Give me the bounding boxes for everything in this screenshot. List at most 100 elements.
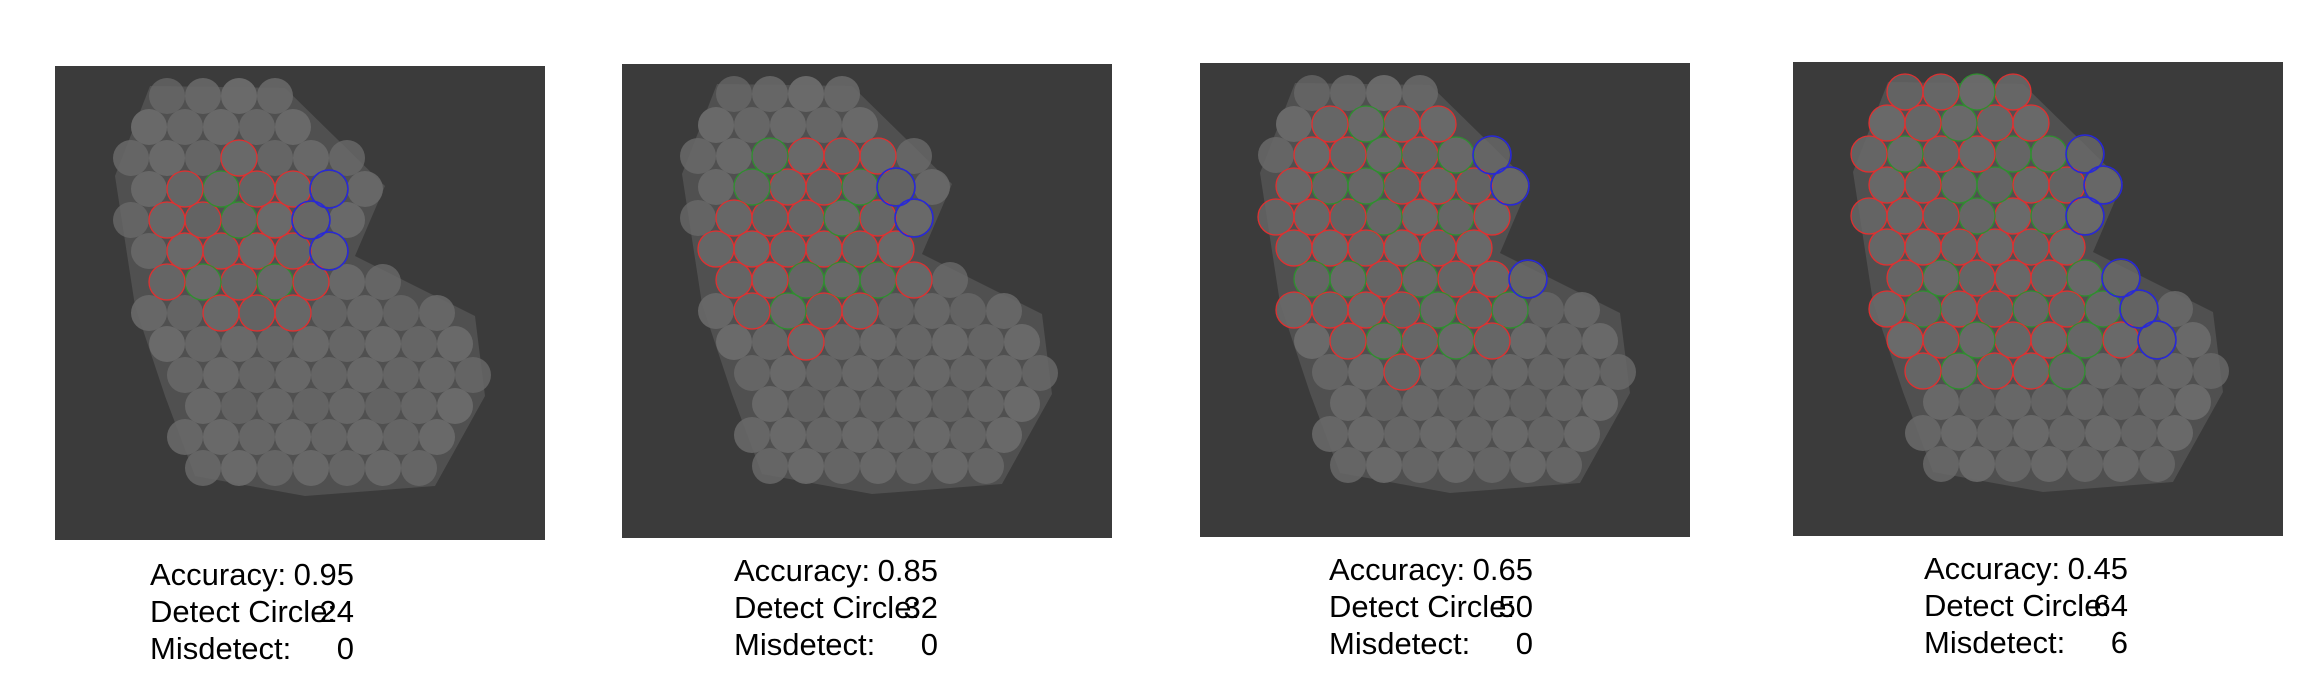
particle bbox=[1869, 105, 1905, 141]
particle bbox=[1438, 447, 1474, 483]
particle bbox=[1402, 75, 1438, 111]
red-detection-circle bbox=[1275, 229, 1313, 267]
particle bbox=[1330, 199, 1366, 235]
particle bbox=[1402, 447, 1438, 483]
particle bbox=[1923, 198, 1959, 234]
particle bbox=[914, 169, 950, 205]
particle bbox=[950, 293, 986, 329]
particle bbox=[1330, 323, 1366, 359]
particle bbox=[383, 357, 419, 393]
particle bbox=[257, 140, 293, 176]
particle bbox=[203, 419, 239, 455]
accuracy-value: 0.85 bbox=[877, 553, 938, 588]
blue-detection-circle bbox=[1472, 135, 1512, 175]
particle bbox=[257, 78, 293, 114]
red-detection-circle bbox=[1886, 321, 1924, 359]
particle bbox=[275, 419, 311, 455]
particle bbox=[1348, 168, 1384, 204]
particle bbox=[2193, 353, 2229, 389]
particle bbox=[806, 293, 842, 329]
particle bbox=[1456, 292, 1492, 328]
particle bbox=[383, 295, 419, 331]
particle bbox=[293, 202, 329, 238]
particle bbox=[932, 448, 968, 484]
particle bbox=[1977, 167, 2013, 203]
misdetect-value: 0 bbox=[1515, 626, 1533, 661]
particle bbox=[2013, 167, 2049, 203]
accuracy-value: 0.95 bbox=[293, 557, 354, 592]
particle bbox=[968, 324, 1004, 360]
particle bbox=[1977, 291, 2013, 327]
particle bbox=[1312, 416, 1348, 452]
red-detection-circle bbox=[2102, 321, 2140, 359]
particle bbox=[1312, 168, 1348, 204]
green-detection-circle bbox=[2048, 352, 2086, 390]
particle bbox=[1420, 168, 1456, 204]
detect-circle-row: Detect Circle: 32 bbox=[734, 589, 1054, 626]
particle bbox=[1348, 354, 1384, 390]
red-detection-circle bbox=[715, 199, 753, 237]
particle bbox=[1456, 168, 1492, 204]
accuracy-label: Accuracy: bbox=[1329, 552, 1466, 587]
particle bbox=[1474, 137, 1510, 173]
particle bbox=[824, 386, 860, 422]
particle bbox=[2049, 415, 2085, 451]
particle bbox=[347, 295, 383, 331]
particle bbox=[860, 138, 896, 174]
misdetect-row: Misdetect: 0 bbox=[734, 626, 1054, 663]
particle bbox=[1384, 416, 1420, 452]
accuracy-label: Accuracy: bbox=[150, 557, 287, 592]
particle bbox=[1869, 229, 1905, 265]
red-detection-circle bbox=[292, 263, 330, 301]
red-detection-circle bbox=[697, 230, 735, 268]
particle bbox=[1402, 137, 1438, 173]
particle bbox=[2049, 291, 2085, 327]
particle bbox=[914, 417, 950, 453]
particle bbox=[2121, 415, 2157, 451]
red-detection-circle bbox=[274, 170, 312, 208]
particle bbox=[1312, 354, 1348, 390]
particle bbox=[1941, 105, 1977, 141]
particle bbox=[1923, 74, 1959, 110]
particle bbox=[167, 419, 203, 455]
particle bbox=[1905, 291, 1941, 327]
particle bbox=[752, 448, 788, 484]
particle bbox=[2139, 446, 2175, 482]
particle bbox=[311, 419, 347, 455]
particle bbox=[2067, 198, 2103, 234]
particle bbox=[1438, 323, 1474, 359]
particle bbox=[1941, 415, 1977, 451]
accuracy-label: Accuracy: bbox=[1924, 551, 2061, 586]
particle bbox=[203, 357, 239, 393]
particle bbox=[950, 355, 986, 391]
detect-circle-label: Detect Circle: bbox=[150, 594, 337, 629]
particle bbox=[716, 76, 752, 112]
particle bbox=[1546, 447, 1582, 483]
misdetect-row: Misdetect: 6 bbox=[1924, 624, 2244, 661]
particle bbox=[1923, 260, 1959, 296]
particle bbox=[1995, 384, 2031, 420]
misdetect-value: 6 bbox=[2110, 625, 2128, 660]
green-detection-circle bbox=[2030, 197, 2068, 235]
particle bbox=[734, 355, 770, 391]
particle bbox=[257, 450, 293, 486]
particle bbox=[1384, 106, 1420, 142]
particle bbox=[914, 355, 950, 391]
particle bbox=[329, 140, 365, 176]
misdetect-row: Misdetect: 0 bbox=[150, 630, 470, 667]
blue-detection-circle bbox=[309, 169, 349, 209]
red-detection-circle bbox=[1868, 228, 1906, 266]
particle bbox=[1510, 447, 1546, 483]
red-detection-circle bbox=[1868, 166, 1906, 204]
particle bbox=[1923, 384, 1959, 420]
red-detection-circle bbox=[859, 137, 897, 175]
particle bbox=[788, 200, 824, 236]
detection-image-2 bbox=[622, 64, 1112, 538]
particle bbox=[1582, 323, 1618, 359]
particle bbox=[752, 262, 788, 298]
particle bbox=[752, 386, 788, 422]
detect-circle-row: Detect Circle: 64 bbox=[1924, 587, 2244, 624]
particle bbox=[1312, 106, 1348, 142]
particle bbox=[311, 233, 347, 269]
particle bbox=[1492, 354, 1528, 390]
